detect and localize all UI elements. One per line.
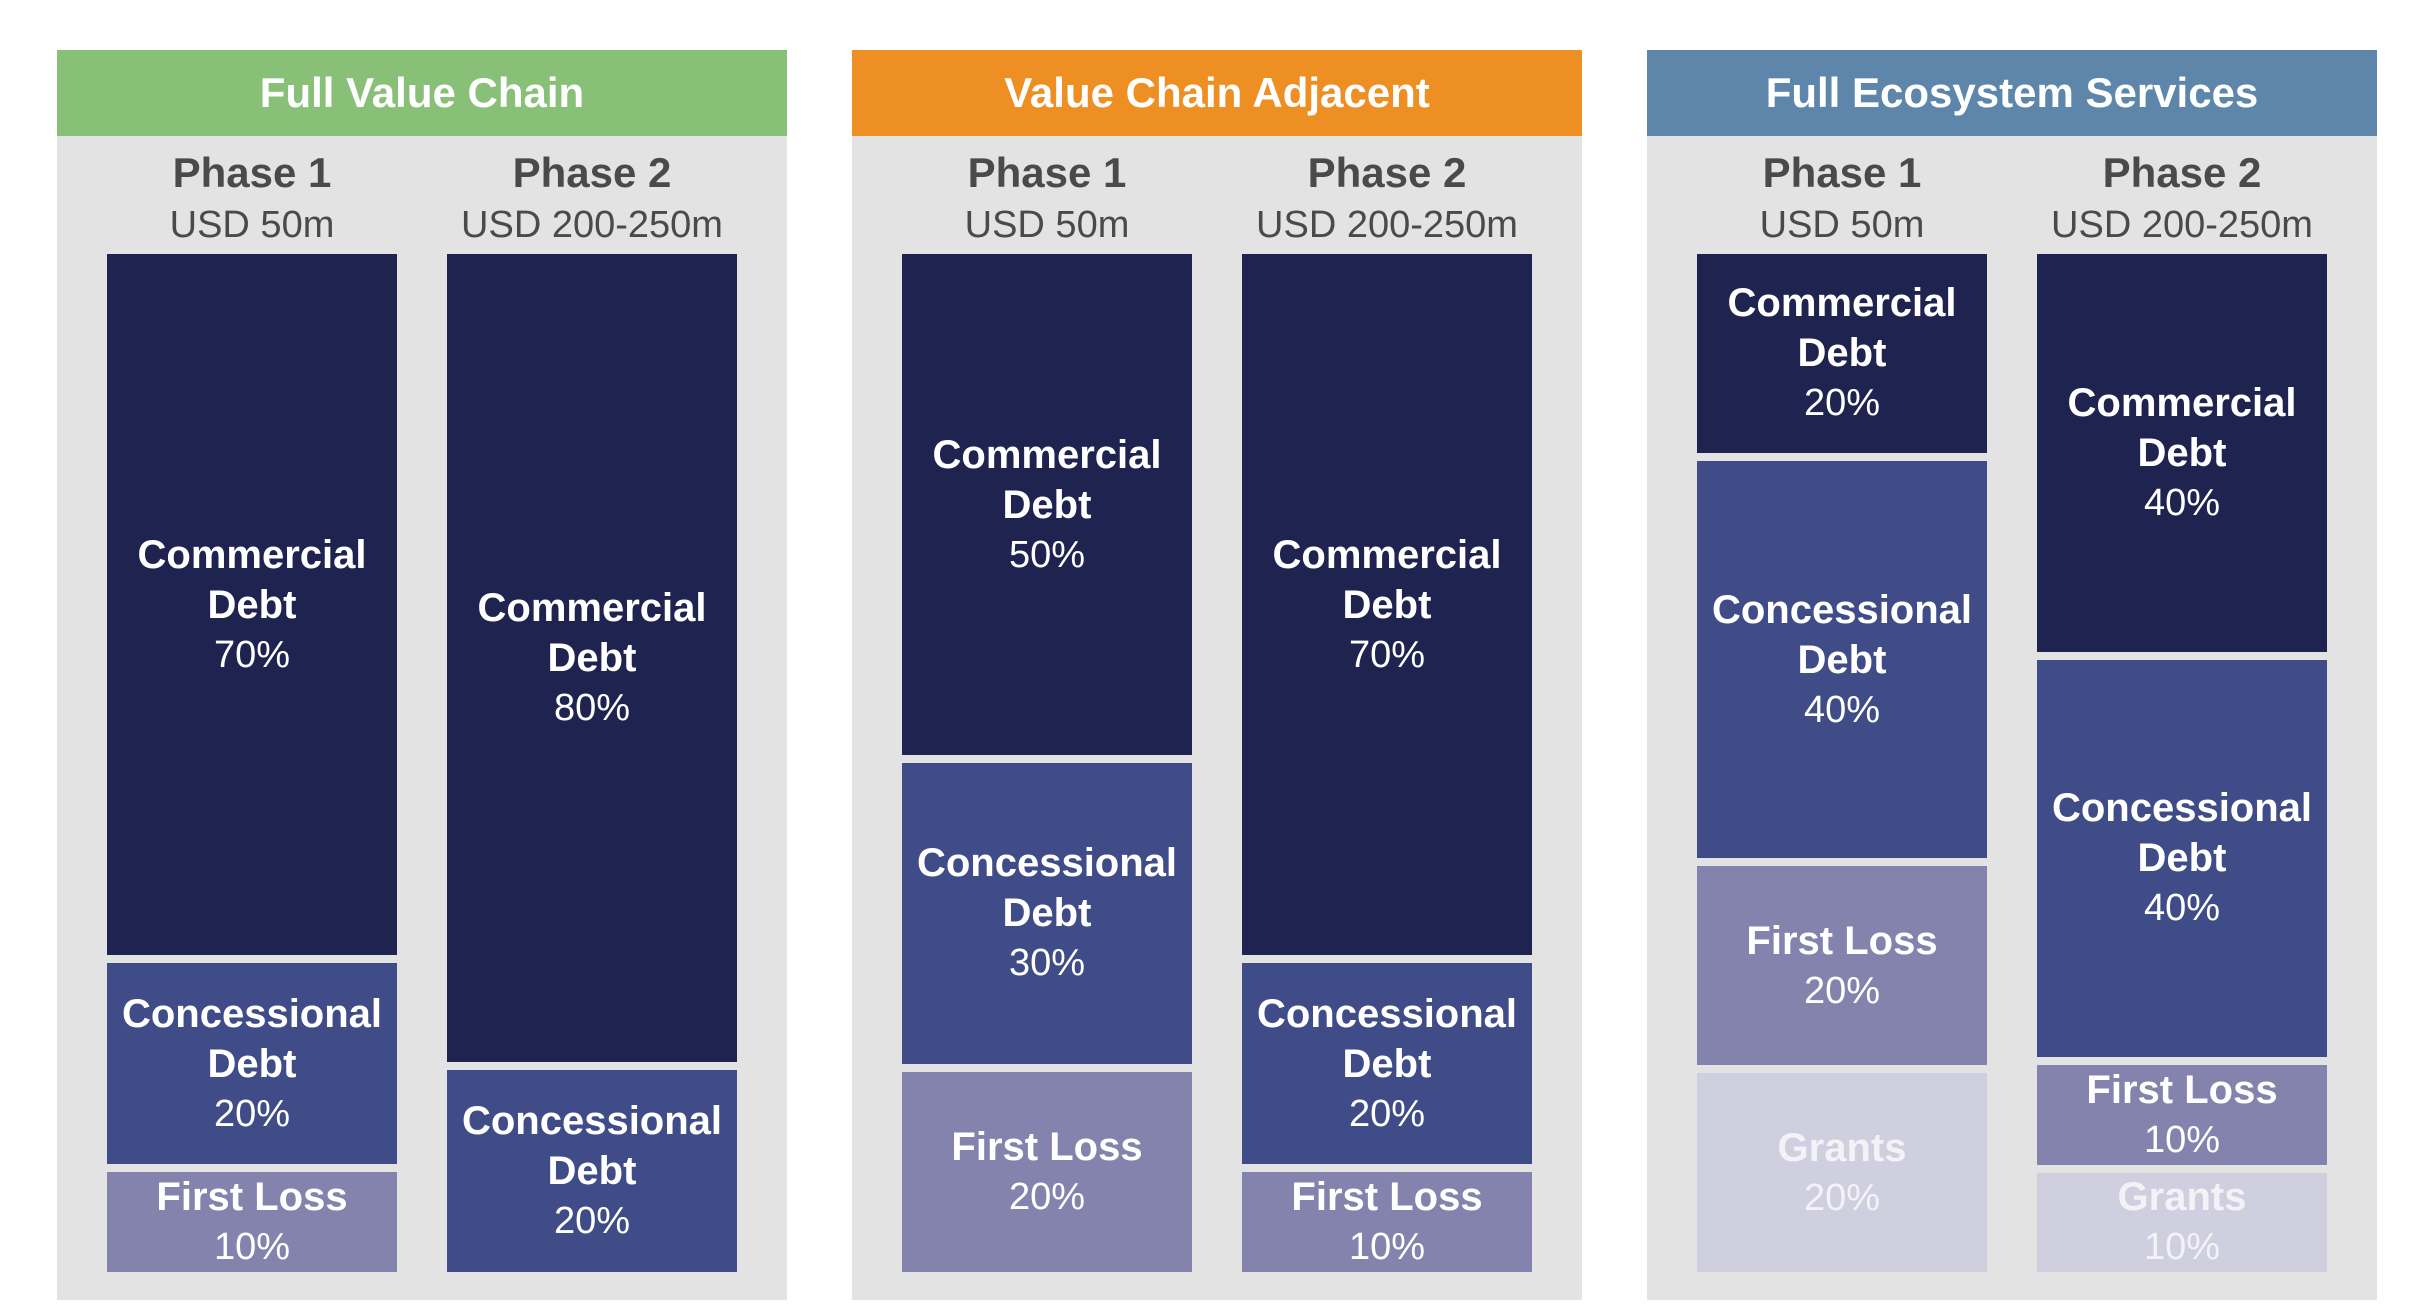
- segment-value-label: 10%: [1348, 1225, 1426, 1268]
- chart-panel-full-ecosystem-services: Full Ecosystem Services Phase 1 USD 50m Com…: [1647, 50, 2377, 1300]
- chart-panel-full-value-chain: Full Value Chain Phase 1 USD 50m Commercial…: [57, 50, 787, 1300]
- phase-header: Phase 1 USD 50m: [897, 146, 1197, 250]
- segment-value-label: 40%: [2143, 481, 2221, 524]
- chart-title: Full Ecosystem Services: [1647, 50, 2377, 136]
- phase-amount: USD 200-250m: [2051, 204, 2313, 246]
- phase-amount: USD 50m: [169, 204, 335, 246]
- segment-label: First Loss: [2086, 1067, 2278, 1112]
- segment-value-label: 20%: [1803, 382, 1881, 425]
- segment-value-label: 40%: [1803, 688, 1881, 731]
- chart-title: Value Chain Adjacent: [852, 50, 1582, 136]
- phase-header: Phase 2 USD 200-250m: [442, 146, 742, 250]
- segment-value-label: 20%: [1803, 969, 1881, 1012]
- segment-label: Commercial Debt: [1272, 532, 1502, 627]
- segment-label: First Loss: [1291, 1174, 1483, 1219]
- bar-segment-commercial-debt: Commercial Debt 70%: [107, 254, 397, 956]
- segment-value-label: 10%: [2143, 1226, 2221, 1269]
- segment-label: Grants: [1777, 1125, 1907, 1170]
- bar-segment-first-loss: First Loss 10%: [107, 1171, 397, 1272]
- phase-amount: USD 50m: [1759, 204, 1925, 246]
- bar-segment-commercial-debt: Commercial Debt 50%: [902, 254, 1192, 755]
- phase-amount: USD 50m: [964, 204, 1130, 246]
- phase-amount: USD 200-250m: [461, 204, 723, 246]
- segment-label: Commercial Debt: [932, 432, 1162, 527]
- segment-label: Concessional Debt: [121, 991, 383, 1086]
- segment-value-label: 20%: [1348, 1092, 1426, 1135]
- segment-value-label: 80%: [553, 687, 631, 729]
- segment-value-label: 40%: [2143, 887, 2221, 930]
- phase-title: Phase 1: [967, 149, 1127, 196]
- bar-segment-concessional-debt: Concessional Debt 40%: [1697, 460, 1987, 859]
- phase-title: Phase 1: [172, 149, 332, 196]
- bar-segment-concessional-debt: Concessional Debt 20%: [1242, 963, 1532, 1164]
- bar-segment-concessional-debt: Concessional Debt 20%: [107, 963, 397, 1164]
- segment-label: Grants: [2117, 1175, 2247, 1220]
- bar-segment-first-loss: First Loss 20%: [1697, 866, 1987, 1066]
- segment-value-label: 70%: [213, 633, 291, 676]
- segment-value-label: 20%: [1008, 1175, 1086, 1218]
- segment-label: Concessional Debt: [2051, 786, 2313, 881]
- segment-value-label: 20%: [213, 1092, 291, 1135]
- phase-header: Phase 2 USD 200-250m: [2032, 146, 2332, 250]
- segment-value-label: 30%: [1008, 942, 1086, 985]
- bar-segment-concessional-debt: Concessional Debt 30%: [902, 763, 1192, 1064]
- bar-segment-commercial-debt: Commercial Debt 20%: [1697, 254, 1987, 453]
- bar-segment-grants: Grants 10%: [2037, 1172, 2327, 1272]
- phase-title: Phase 2: [2102, 149, 2262, 196]
- bar-segment-commercial-debt: Commercial Debt 80%: [447, 254, 737, 1062]
- phase-title: Phase 1: [1762, 149, 1922, 196]
- bar-segment-concessional-debt: Concessional Debt 40%: [2037, 659, 2327, 1058]
- segment-label: Commercial Debt: [137, 532, 367, 627]
- segment-label: Concessional Debt: [1256, 991, 1518, 1086]
- bar-segment-first-loss: First Loss 10%: [1242, 1171, 1532, 1272]
- segment-value-label: 50%: [1008, 533, 1086, 576]
- segment-label: Commercial Debt: [2067, 380, 2297, 475]
- bar-segment-concessional-debt: Concessional Debt 20%: [447, 1070, 737, 1272]
- segment-label: Concessional Debt: [1711, 587, 1973, 682]
- phase-title: Phase 2: [512, 149, 672, 196]
- segment-label: Concessional Debt: [461, 1099, 723, 1193]
- segment-label: Commercial Debt: [1727, 281, 1957, 376]
- bar-segment-commercial-debt: Commercial Debt 40%: [2037, 254, 2327, 652]
- segment-label: First Loss: [156, 1174, 348, 1219]
- segment-label: First Loss: [951, 1124, 1143, 1169]
- bar-segment-first-loss: First Loss 20%: [902, 1071, 1192, 1272]
- phase-header: Phase 1 USD 50m: [1692, 146, 1992, 250]
- phase-header: Phase 1 USD 50m: [102, 146, 402, 250]
- segment-label: Commercial Debt: [477, 586, 707, 680]
- segment-value-label: 10%: [213, 1225, 291, 1268]
- bar-segment-first-loss: First Loss 10%: [2037, 1065, 2327, 1165]
- segment-value-label: 20%: [553, 1200, 631, 1242]
- segment-value-label: 70%: [1348, 633, 1426, 676]
- phase-amount: USD 200-250m: [1256, 204, 1518, 246]
- segment-label: First Loss: [1746, 918, 1938, 963]
- segment-value-label: 20%: [1803, 1176, 1881, 1219]
- bar-segment-commercial-debt: Commercial Debt 70%: [1242, 254, 1532, 956]
- segment-value-label: 10%: [2143, 1118, 2221, 1161]
- phase-title: Phase 2: [1307, 149, 1467, 196]
- chart-panel-value-chain-adjacent: Value Chain Adjacent Phase 1 USD 50m Commer…: [852, 50, 1582, 1300]
- phase-header: Phase 2 USD 200-250m: [1237, 146, 1537, 250]
- segment-label: Concessional Debt: [916, 841, 1178, 936]
- bar-segment-grants: Grants 20%: [1697, 1073, 1987, 1272]
- chart-title: Full Value Chain: [57, 50, 787, 136]
